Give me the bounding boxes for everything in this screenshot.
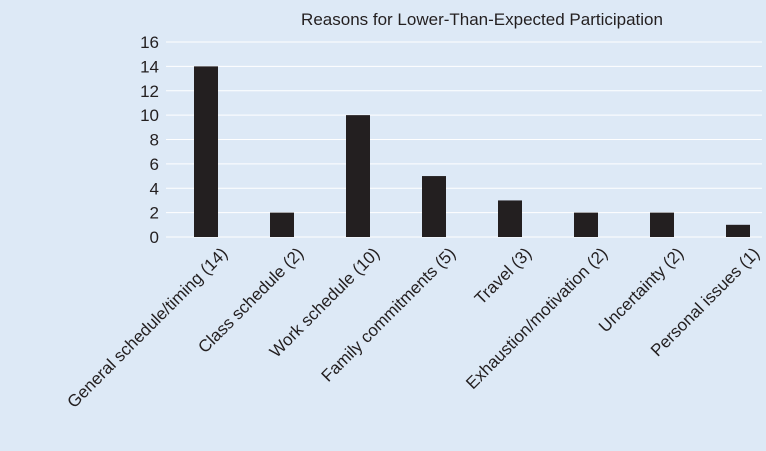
- y-tick-label: 2: [150, 204, 159, 223]
- bar: [650, 212, 674, 237]
- y-tick-label: 12: [140, 82, 159, 101]
- y-axis-ticks: 0 2 4 6 8 10 12 14 16: [140, 33, 159, 247]
- bar: [346, 115, 370, 237]
- bar: [726, 224, 750, 237]
- y-tick-label: 0: [150, 228, 159, 247]
- bar: [498, 200, 522, 237]
- gridlines: [166, 41, 762, 238]
- y-tick-label: 16: [140, 33, 159, 52]
- y-tick-label: 10: [140, 106, 159, 125]
- x-category-label: General schedule/timing (14): [64, 244, 232, 412]
- x-axis-labels: General schedule/timing (14)Class schedu…: [64, 244, 764, 412]
- x-category-label: Exhaustion/motivation (2): [462, 244, 611, 393]
- bar: [194, 66, 218, 237]
- chart-title: Reasons for Lower-Than-Expected Particip…: [301, 10, 663, 29]
- y-tick-label: 6: [150, 155, 159, 174]
- bar: [574, 212, 598, 237]
- x-category-label: Family commitments (5): [318, 244, 460, 386]
- x-category-label: Travel (3): [471, 244, 535, 308]
- bars: [194, 66, 750, 237]
- y-tick-label: 14: [140, 57, 159, 76]
- y-tick-label: 4: [150, 179, 159, 198]
- bar: [270, 212, 294, 237]
- y-tick-label: 8: [150, 131, 159, 150]
- bar: [422, 176, 446, 237]
